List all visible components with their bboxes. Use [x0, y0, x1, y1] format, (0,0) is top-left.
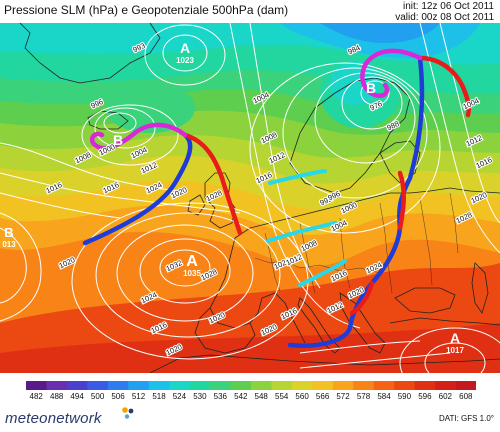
- colorbar-labels: 482 488 494 500 506 512 518 524 530 536 542 548 554 5…: [26, 392, 476, 404]
- colorbar-tick-label: 554: [275, 392, 289, 401]
- brand-dot: [122, 407, 128, 413]
- colorbar-tick-label: 506: [111, 392, 125, 401]
- colorbar-swatch: [394, 381, 415, 390]
- data-credit: DATI: GFS 1.0°: [438, 414, 494, 423]
- colorbar-swatch: [66, 381, 88, 390]
- high-pressure-letter: A: [186, 253, 198, 270]
- brand-dot: [128, 408, 134, 414]
- colorbar-tick-label: 494: [70, 392, 84, 401]
- colorbar-swatch: [46, 381, 68, 390]
- low-pressure-letter: B: [366, 80, 376, 96]
- page-title: Pressione SLM (hPa) e Geopotenziale 500h…: [4, 3, 289, 17]
- colorbar-swatch: [291, 381, 313, 390]
- brand-logo-text: meteonetwork: [5, 410, 102, 427]
- colorbar-swatch: [87, 381, 109, 390]
- valid-time: valid: 00z 08 Oct 2011: [395, 12, 494, 23]
- brand-dot: [124, 414, 130, 419]
- colorbar: [26, 381, 476, 390]
- pressure-center-value: 1023: [176, 56, 194, 65]
- colorbar-tick-label: 572: [336, 392, 350, 401]
- high-pressure-letter: A: [180, 40, 190, 56]
- low-pressure-letter: B: [4, 225, 13, 240]
- colorbar-tick-label: 482: [29, 392, 43, 401]
- pressure-center-value: 1017: [446, 346, 464, 355]
- colorbar-swatch: [271, 381, 293, 390]
- colorbar-tick-label: 596: [418, 392, 432, 401]
- colorbar-tick-label: 560: [295, 392, 309, 401]
- colorbar-swatch: [312, 381, 334, 390]
- colorbar-swatch: [210, 381, 231, 390]
- colorbar-swatch: [373, 381, 395, 390]
- pressure-center-value: 1035: [183, 269, 201, 278]
- colorbar-tick-label: 608: [459, 392, 473, 401]
- colorbar-tick-label: 512: [131, 392, 146, 401]
- colorbar-swatch: [353, 381, 375, 390]
- colorbar-swatch: [148, 381, 170, 390]
- colorbar-tick-label: 566: [315, 392, 330, 401]
- colorbar-tick-label: 536: [213, 392, 227, 401]
- colorbar-tick-label: 602: [438, 392, 452, 401]
- forecast-map: 993 996 1000 1004 1008 1012 1016 1020 1024 1028 10…: [0, 23, 500, 373]
- pressure-center-value: 013: [2, 240, 16, 249]
- brand-dots-icon: [121, 406, 135, 420]
- colorbar-swatch: [414, 381, 436, 390]
- isobars: [0, 23, 500, 373]
- colorbar-swatch: [128, 381, 150, 390]
- colorbar-tick-label: 548: [254, 392, 268, 401]
- colorbar-swatch: [189, 381, 211, 390]
- colorbar-tick-label: 584: [377, 392, 391, 401]
- colorbar-swatch: [435, 381, 456, 390]
- colorbar-swatch: [107, 381, 129, 390]
- colorbar-swatch: [169, 381, 190, 390]
- colorbar-tick-label: 500: [90, 392, 105, 401]
- colorbar-tick-label: 488: [50, 392, 64, 401]
- colorbar-swatch: [230, 381, 252, 390]
- fronts: [82, 48, 471, 348]
- colorbar-tick-label: 518: [152, 392, 166, 401]
- colorbar-tick-label: 542: [234, 392, 248, 401]
- colorbar-tick-label: 524: [172, 392, 187, 401]
- colorbar-swatch: [26, 381, 47, 390]
- colorbar-swatch: [251, 381, 272, 390]
- low-pressure-letter: B: [113, 132, 123, 148]
- colorbar-tick-label: 590: [397, 392, 412, 401]
- colorbar-tick-label: 530: [193, 392, 207, 401]
- high-pressure-letter: A: [450, 330, 460, 346]
- coastlines: [19, 23, 500, 373]
- colorbar-swatch: [332, 381, 354, 390]
- colorbar-swatch: [455, 381, 476, 390]
- colorbar-tick-label: 578: [356, 392, 371, 401]
- init-time: init: 12z 06 Oct 2011: [403, 1, 494, 12]
